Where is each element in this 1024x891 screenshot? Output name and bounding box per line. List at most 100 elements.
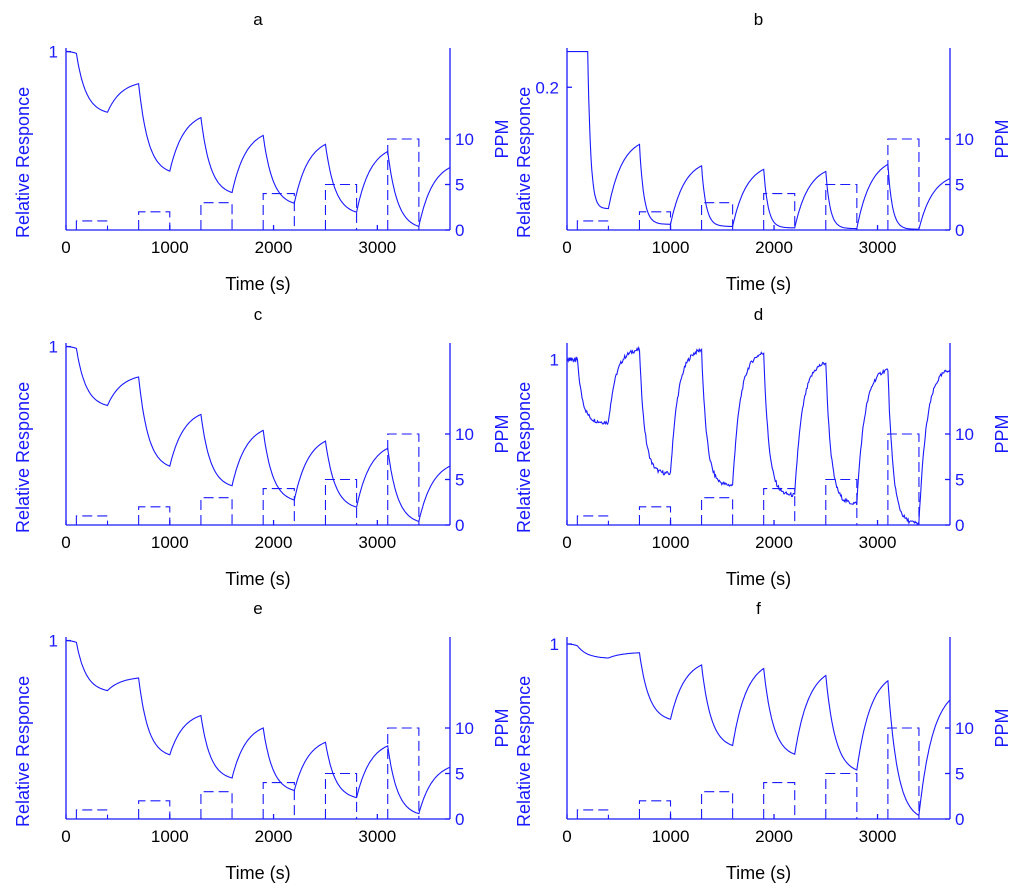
y-tick-label: 1 xyxy=(550,635,559,654)
x-axis-label: Time (s) xyxy=(726,569,791,589)
y-axis-label: Relative Responce xyxy=(514,382,534,533)
y2-tick-label: 5 xyxy=(455,176,464,195)
x-tick-label: 0 xyxy=(61,238,70,257)
x-tick-label: 0 xyxy=(562,827,571,846)
ppm-pulse xyxy=(638,506,672,525)
y2-tick-label: 0 xyxy=(955,516,964,535)
ppm-pulse xyxy=(763,193,796,230)
y2-tick-label: 0 xyxy=(455,221,464,240)
panel-title: f xyxy=(756,599,761,618)
ppm-pulse xyxy=(387,138,420,230)
x-tick-label: 0 xyxy=(562,533,571,552)
ppm-pulse xyxy=(763,782,796,819)
y2-axis-label: PPM xyxy=(492,414,512,453)
x-tick-label: 3000 xyxy=(358,827,396,846)
ppm-pulse xyxy=(576,809,609,819)
x-tick-label: 1000 xyxy=(151,238,189,257)
y2-tick-label: 0 xyxy=(455,516,464,535)
y-tick-label: 1 xyxy=(49,632,58,651)
x-axis-label: Time (s) xyxy=(726,863,791,883)
panel-e: e 0 1000 2000 3000 Time (s) 1 Relative Responce… xyxy=(13,599,512,883)
ppm-pulse xyxy=(887,138,920,230)
x-tick-label: 3000 xyxy=(358,238,396,257)
y2-tick-label: 10 xyxy=(955,425,974,444)
y2-tick-label: 0 xyxy=(455,810,464,829)
ppm-pulse xyxy=(701,497,734,525)
ppm-pulse xyxy=(825,478,858,525)
y2-tick-label: 0 xyxy=(955,221,964,240)
ppm-pulse xyxy=(638,800,672,819)
x-tick-label: 1000 xyxy=(652,827,690,846)
y2-tick-label: 5 xyxy=(955,176,964,195)
x-tick-label: 2000 xyxy=(755,238,793,257)
ppm-pulse xyxy=(387,727,420,819)
y-tick-label: 1 xyxy=(49,43,58,62)
x-tick-label: 1000 xyxy=(151,533,189,552)
ppm-pulse xyxy=(262,782,295,819)
ppm-pulse xyxy=(75,809,109,819)
ppm-pulse xyxy=(262,488,295,525)
y2-tick-label: 5 xyxy=(955,765,964,784)
x-tick-label: 3000 xyxy=(358,533,396,552)
panel-a: a 0 1000 2000 3000 Time (s) 1 Relative Responce… xyxy=(13,10,512,294)
ppm-pulse xyxy=(576,220,609,230)
ppm-pulse xyxy=(825,772,858,819)
y-axis-label: Relative Responce xyxy=(13,382,33,533)
panel-title: a xyxy=(253,10,263,29)
y2-axis-label: PPM xyxy=(992,708,1012,747)
x-tick-label: 3000 xyxy=(859,238,897,257)
x-axis-label: Time (s) xyxy=(726,274,791,294)
ppm-pulse xyxy=(75,515,109,525)
panel-title: c xyxy=(254,305,263,324)
x-tick-label: 2000 xyxy=(255,533,293,552)
y-axis-label: Relative Responce xyxy=(13,676,33,827)
x-axis-label: Time (s) xyxy=(225,863,290,883)
x-axis-label: Time (s) xyxy=(225,274,290,294)
x-tick-label: 3000 xyxy=(859,827,897,846)
x-tick-label: 0 xyxy=(562,238,571,257)
response-line xyxy=(567,51,951,230)
y-axis-label: Relative Responce xyxy=(514,87,534,238)
ppm-pulse xyxy=(138,800,171,819)
y2-tick-label: 10 xyxy=(455,425,474,444)
ppm-pulse xyxy=(701,791,734,819)
y2-tick-label: 10 xyxy=(955,719,974,738)
response-line xyxy=(66,640,451,815)
ppm-pulse xyxy=(825,183,858,230)
ppm-pulse xyxy=(138,506,171,525)
y-tick-label: 0.2 xyxy=(535,78,559,97)
ppm-pulse xyxy=(200,497,233,525)
x-tick-label: 1000 xyxy=(652,533,690,552)
panel-title: d xyxy=(754,305,763,324)
ppm-pulse xyxy=(887,433,920,525)
ppm-pulse xyxy=(75,220,109,230)
panel-title: e xyxy=(253,599,262,618)
panel-d: d 0 1000 2000 3000 Time (s) 1 Relative Responce… xyxy=(514,305,1012,589)
y2-axis-label: PPM xyxy=(992,119,1012,158)
ppm-pulse xyxy=(387,433,420,525)
y2-tick-label: 5 xyxy=(455,471,464,490)
x-tick-label: 2000 xyxy=(755,827,793,846)
panel-f: f 0 1000 2000 3000 Time (s) 1 Relative Responce… xyxy=(514,599,1012,883)
ppm-pulse xyxy=(324,478,358,525)
ppm-pulse xyxy=(262,193,295,230)
ppm-pulse xyxy=(887,727,920,819)
panel-title: b xyxy=(754,10,763,29)
y2-axis-label: PPM xyxy=(492,708,512,747)
panel-c: c 0 1000 2000 3000 Time (s) 1 Relative Responce… xyxy=(13,305,512,589)
y-tick-label: 1 xyxy=(49,338,58,357)
x-tick-label: 2000 xyxy=(255,238,293,257)
x-tick-label: 2000 xyxy=(255,827,293,846)
ppm-pulse xyxy=(576,515,609,525)
ppm-pulse xyxy=(324,183,358,230)
x-tick-label: 3000 xyxy=(859,533,897,552)
y2-tick-label: 0 xyxy=(955,810,964,829)
x-tick-label: 0 xyxy=(61,827,70,846)
x-axis-label: Time (s) xyxy=(225,569,290,589)
y-axis-label: Relative Responce xyxy=(13,87,33,238)
ppm-pulse xyxy=(200,791,233,819)
response-line xyxy=(567,643,951,817)
y2-tick-label: 5 xyxy=(955,471,964,490)
